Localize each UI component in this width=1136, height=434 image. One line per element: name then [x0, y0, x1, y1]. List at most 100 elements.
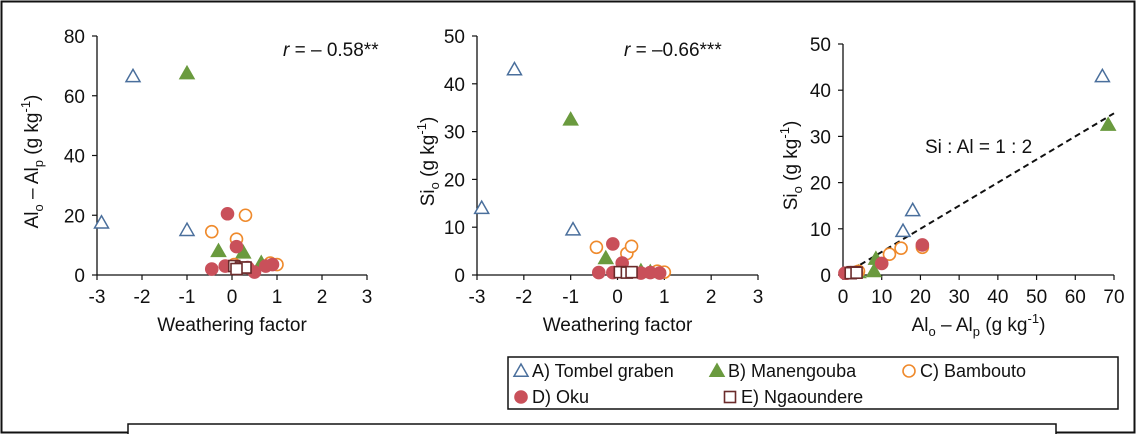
legend-item-ngaoundere: E) Ngaoundere	[723, 387, 863, 407]
data-point-bambouto	[624, 239, 639, 254]
data-point-oku	[220, 206, 235, 221]
legend: A) Tombel graben B) Manengouba C) Bambouto…	[507, 356, 1119, 410]
x-tick-label: 0	[612, 287, 623, 308]
data-point-oku	[204, 262, 219, 276]
series-manengouba	[562, 111, 659, 279]
y-tick-label: 20	[444, 170, 465, 191]
data-point-tombel	[473, 199, 490, 215]
y-axis-label: Sio (g kg-1)	[414, 117, 442, 207]
y-tick-label: 80	[64, 27, 85, 48]
y-tick-label: 50	[810, 35, 831, 56]
data-point-tombel	[1094, 67, 1111, 83]
y-axis-label: Sio (g kg-1)	[777, 121, 805, 211]
x-tick-label: 2	[317, 287, 328, 308]
legend-item-tombel: A) Tombel graben	[512, 361, 674, 381]
data-point-manengouba	[1099, 116, 1117, 131]
x-tick-label: 10	[871, 287, 892, 308]
data-point-bambouto	[204, 224, 219, 239]
caption-box	[127, 423, 1057, 434]
legend-label-bambouto: C) Bambouto	[920, 361, 1026, 381]
correlation-annotation: r = – 0.58**	[283, 40, 379, 61]
data-point-tombel	[506, 60, 523, 76]
legend-marker-manengouba	[708, 362, 726, 377]
legend-label-tombel: A) Tombel graben	[532, 361, 674, 381]
data-point-ngaoundere	[230, 262, 243, 276]
series-ngaoundere	[613, 265, 638, 279]
y-tick-label: 30	[810, 127, 831, 148]
y-tick-label: 50	[444, 27, 465, 48]
data-point-oku	[229, 239, 244, 254]
data-point-tombel	[124, 67, 142, 83]
data-point-manengouba	[865, 262, 883, 278]
x-tick-label: -2	[515, 287, 532, 308]
data-point-oku	[652, 266, 667, 280]
series-manengouba	[178, 64, 270, 270]
chart-p3: 0 10 20 30 40 50 60 70 0 10 20 30 40 50 Alo – Alp (g k…	[777, 35, 1125, 339]
y-tick-label: 20	[64, 206, 85, 227]
y-tick-label: 10	[444, 218, 465, 239]
data-point-tombel	[178, 221, 196, 237]
data-point-bambouto	[882, 247, 897, 262]
legend-box	[507, 356, 1119, 410]
y-tick-label: 40	[810, 81, 831, 102]
legend-label-manengouba: B) Manengouba	[728, 361, 857, 381]
x-tick-label: 70	[1103, 287, 1124, 308]
legend-marker-oku	[514, 390, 528, 404]
x-tick-label: 50	[1026, 287, 1047, 308]
data-point-tombel	[564, 221, 582, 236]
data-point-manengouba	[562, 111, 579, 126]
series-tombel	[473, 60, 582, 236]
series-tombel	[93, 67, 196, 237]
chart-p1: -3 -2 -1 0 1 2 3 0 20 40 60 80 Weathering factor Alo …	[18, 27, 379, 336]
x-axis-label: Alo – Alp (g kg-1)	[912, 311, 1046, 339]
y-tick-label: 40	[64, 147, 85, 168]
data-point-bambouto	[894, 241, 908, 256]
correlation-annotation: r = –0.66***	[624, 40, 722, 61]
legend-item-bambouto: C) Bambouto	[902, 361, 1026, 381]
x-tick-label: 60	[1065, 287, 1086, 308]
x-tick-label: 40	[987, 287, 1008, 308]
y-tick-label: 30	[444, 123, 465, 144]
y-tick-label: 20	[810, 174, 831, 195]
x-tick-label: 0	[227, 287, 238, 308]
data-point-bambouto	[589, 240, 604, 255]
y-tick-label: 40	[444, 75, 465, 96]
y-axis-label: Alo – Alp (g kg-1)	[18, 95, 46, 229]
legend-item-oku: D) Oku	[514, 387, 589, 407]
x-tick-label: -1	[179, 287, 196, 308]
x-tick-label: -3	[469, 287, 486, 308]
x-axis-label: Weathering factor	[543, 315, 693, 336]
x-tick-label: 1	[659, 287, 670, 308]
data-point-oku	[591, 265, 606, 280]
data-point-oku	[915, 238, 930, 252]
x-axis-label: Weathering factor	[157, 315, 307, 336]
data-point-oku	[606, 237, 620, 251]
x-tick-label: 1	[272, 287, 283, 308]
data-point-ngaoundere	[625, 265, 638, 279]
legend-label-ngaoundere: E) Ngaoundere	[741, 387, 863, 407]
ratio-line-label: Si : Al = 1 : 2	[925, 137, 1032, 158]
data-point-oku	[874, 256, 889, 271]
x-tick-label: 0	[838, 287, 849, 308]
x-tick-label: 3	[362, 287, 373, 308]
x-tick-label: 20	[910, 287, 931, 308]
x-tick-label: -2	[134, 287, 151, 308]
series-tombel	[894, 67, 1111, 238]
x-tick-label: -3	[89, 287, 106, 308]
legend-label-oku: D) Oku	[532, 387, 589, 407]
x-tick-label: 30	[949, 287, 970, 308]
x-tick-label: -1	[562, 287, 579, 308]
legend-marker-tombel	[512, 362, 530, 377]
legend-marker-ngaoundere	[723, 390, 737, 404]
x-tick-label: 3	[753, 287, 764, 308]
y-tick-label: 10	[810, 220, 831, 241]
legend-item-manengouba: B) Manengouba	[708, 361, 857, 381]
data-point-tombel	[894, 222, 912, 238]
data-point-tombel	[904, 201, 921, 217]
y-tick-label: 60	[64, 87, 85, 108]
x-tick-label: 2	[706, 287, 717, 308]
data-point-bambouto	[238, 208, 253, 223]
